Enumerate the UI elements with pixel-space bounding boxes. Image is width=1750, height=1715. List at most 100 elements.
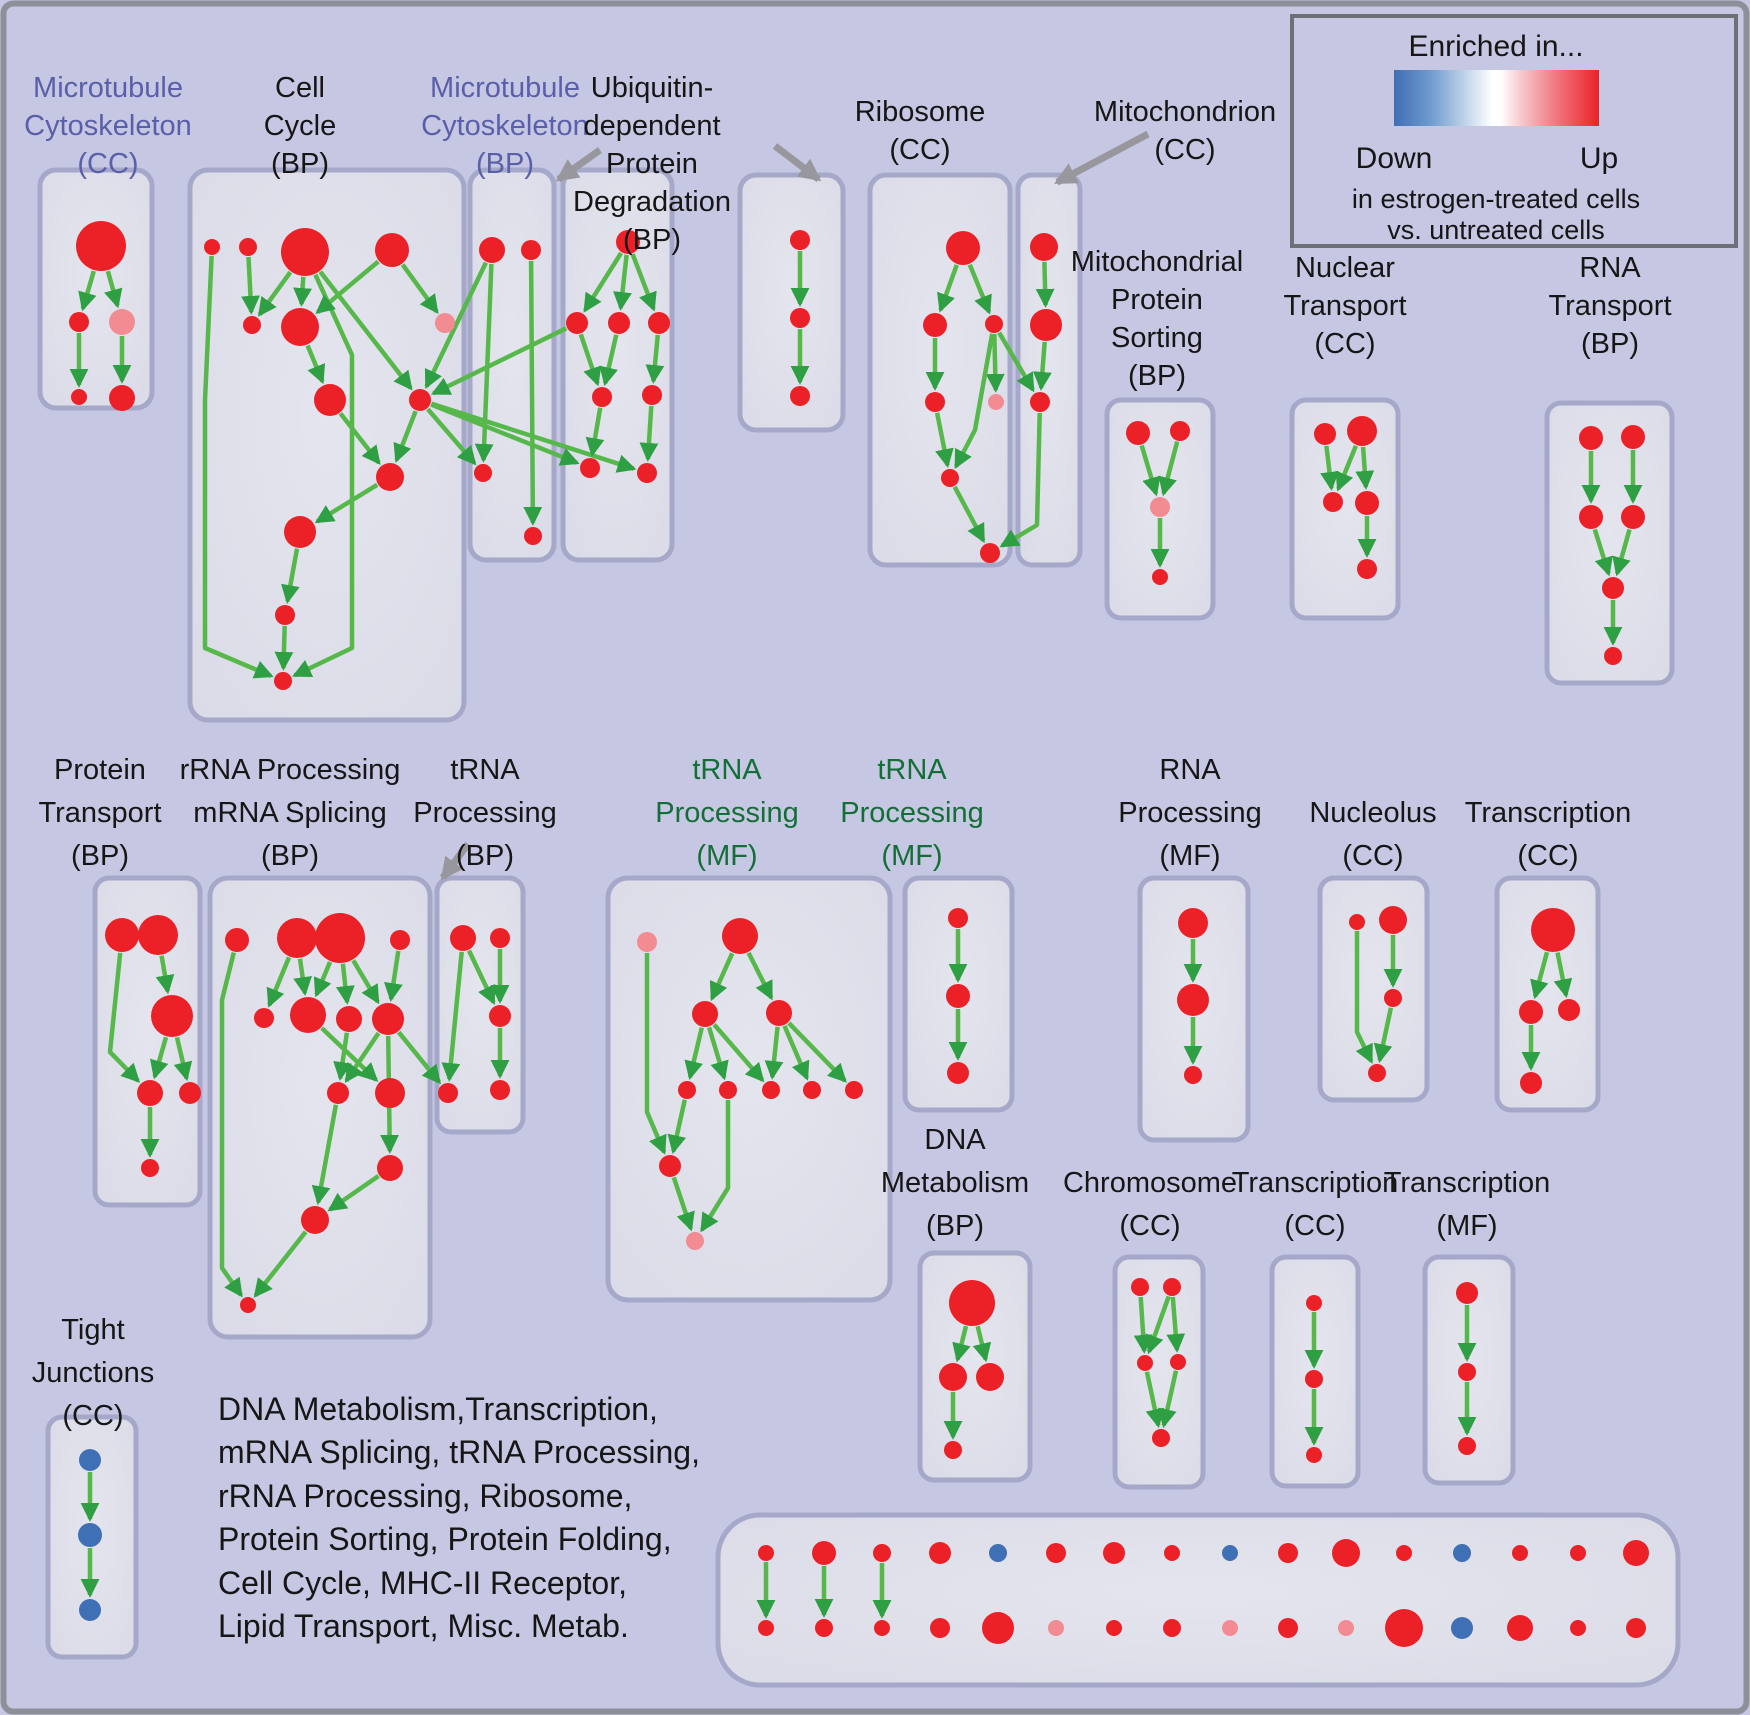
group-label-transcription-mf: Transcription: [1384, 1167, 1551, 1199]
node-f2: [923, 313, 947, 337]
node-q3: [315, 913, 365, 963]
edge-q6-q10: [320, 1026, 379, 1082]
group-label-mt-cc: (CC): [77, 148, 138, 180]
node-z1t: [758, 1545, 774, 1561]
edge-f1-f3: [967, 263, 992, 315]
node-z11b: [1338, 1620, 1354, 1636]
edge-q2-q6: [293, 958, 312, 997]
group-label-ubiquitin: Protein: [606, 148, 698, 180]
node-d6: [642, 385, 662, 405]
legend-subtitle-line2: vs. untreated cells: [1387, 215, 1605, 245]
node-b0: [204, 239, 220, 255]
group-label-rna-proc-mf: RNA: [1159, 754, 1221, 786]
node-b4: [243, 316, 261, 334]
group-label-trna-mf: (MF): [696, 840, 757, 872]
group-label-rna-transport: Transport: [1548, 290, 1671, 322]
edge-l1-l3: [1553, 952, 1573, 999]
node-t2: [490, 928, 510, 948]
node-p5: [179, 1082, 201, 1104]
node-m2: [1177, 984, 1209, 1016]
group-label-tight-junctions: (CC): [62, 1400, 123, 1432]
edge-h1-h3: [1139, 444, 1161, 497]
node-z8b: [1163, 1619, 1181, 1637]
group-label-mt-bp: Microtubule: [430, 72, 580, 104]
node-d7: [580, 458, 600, 478]
node-o11: [686, 1232, 704, 1250]
edge-f3-f5: [985, 333, 1005, 393]
edge-o5-o10: [667, 1099, 687, 1155]
node-z13t: [1453, 1544, 1471, 1562]
node-e1: [790, 230, 810, 250]
node-j4: [1621, 505, 1645, 529]
node-j6: [1604, 647, 1622, 665]
edge-b5-b7: [305, 344, 326, 385]
node-d1: [616, 230, 640, 254]
group-label-dna-metab: Metabolism: [881, 1167, 1029, 1199]
node-z10b: [1278, 1618, 1298, 1638]
edge-o10-o11: [671, 1176, 695, 1232]
node-n1: [948, 908, 968, 928]
node-t4: [438, 1083, 458, 1103]
node-v2: [1458, 1363, 1476, 1381]
edge-t1-t4: [441, 951, 464, 1082]
node-b1: [239, 238, 257, 256]
edge-q2-q5: [266, 956, 292, 1008]
edge-d2-bh: [430, 326, 568, 396]
node-o6: [719, 1081, 737, 1099]
node-i5: [1357, 559, 1377, 579]
node-l1: [1531, 908, 1575, 952]
edge-j3-j5: [1592, 528, 1613, 577]
edge-d1-d4: [630, 253, 657, 312]
group-label-protein-transport: Protein: [54, 754, 146, 786]
node-n2: [946, 984, 970, 1008]
node-k3: [1384, 989, 1402, 1007]
group-label-cell-cycle: (BP): [271, 148, 329, 180]
edge-b0-b11: [202, 255, 274, 679]
node-q4: [390, 930, 410, 950]
edge-c1-c3: [474, 263, 494, 463]
edge-q7-q9: [333, 1032, 352, 1082]
group-label-chromosome: Chromosome: [1063, 1167, 1237, 1199]
node-g1: [1030, 233, 1058, 261]
node-z2t: [812, 1541, 836, 1565]
node-h2: [1170, 421, 1190, 441]
edge-j4-j5: [1612, 528, 1632, 577]
group-label-rrna-mrna: rRNA Processing: [180, 754, 401, 786]
node-c3: [474, 464, 492, 482]
edge-q8-q9: [344, 1031, 381, 1083]
node-z3b: [874, 1620, 890, 1636]
group-label-rna-transport: (BP): [1581, 328, 1639, 360]
group-box-rna-transport: [1544, 400, 1675, 686]
group-label-mt-bp: (BP): [476, 148, 534, 180]
edge-o3-o6: [706, 1026, 729, 1081]
node-q8: [372, 1003, 404, 1035]
edge-d3-d5: [599, 334, 619, 387]
edge-r1-r3: [972, 1325, 992, 1363]
group-label-trna-mf-2: (MF): [881, 840, 942, 872]
node-z1b: [758, 1620, 774, 1636]
node-o3: [692, 1001, 718, 1027]
edge-p3-p5: [173, 1036, 193, 1082]
group-label-trna-mf-2: tRNA: [877, 754, 947, 786]
node-o4: [766, 1000, 792, 1026]
edge-o4-o8: [782, 1025, 810, 1081]
edge-q3-q6: [313, 961, 333, 998]
group-label-mito-sort: Mitochondrial: [1071, 246, 1243, 278]
group-box-nucleolus: [1317, 875, 1430, 1103]
edge-d2-d5: [578, 333, 602, 387]
node-z6t: [1046, 1543, 1066, 1563]
group-label-rna-transport: RNA: [1579, 252, 1641, 284]
edge-q3-q8: [351, 959, 380, 1005]
node-f4: [925, 392, 945, 412]
node-z4t: [929, 1542, 951, 1564]
group-box-mitochondrion: [1015, 172, 1083, 568]
edge-b8-b9: [314, 482, 379, 524]
edge-o3-o7: [712, 1023, 765, 1083]
edge-d6-d8: [639, 405, 659, 462]
misc-categories-note: DNA Metabolism,Transcription, mRNA Splic…: [218, 1388, 700, 1648]
group-label-trna-mf: Processing: [655, 797, 798, 829]
node-z8t: [1164, 1545, 1180, 1561]
group-label-protein-transport: (BP): [71, 840, 129, 872]
note-line: Lipid Transport, Misc. Metab.: [218, 1608, 629, 1645]
